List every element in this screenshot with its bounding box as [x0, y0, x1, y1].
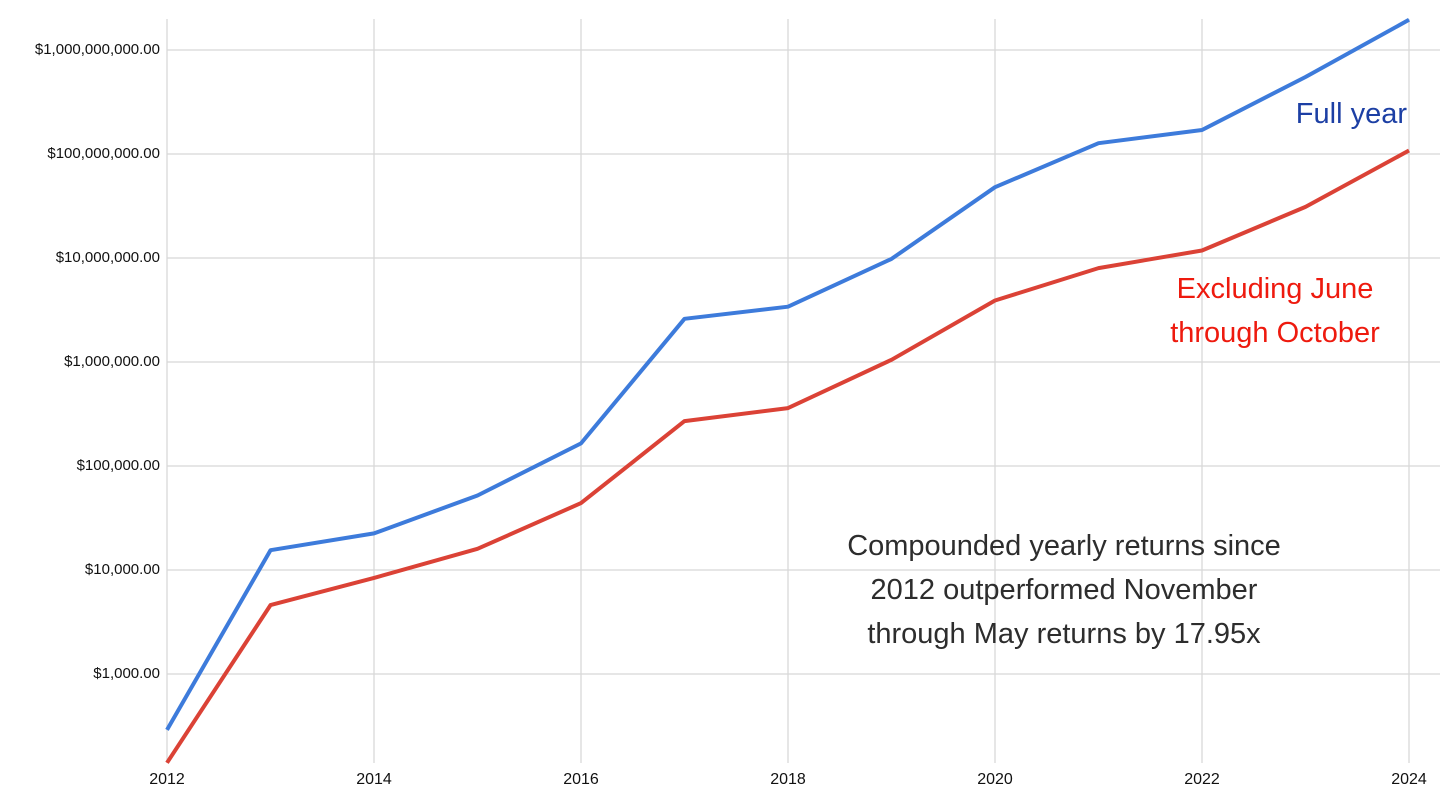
y-axis-tick-label: $1,000,000,000.00: [34, 41, 160, 58]
annotation-line-2: 2012 outperformed November: [870, 574, 1258, 606]
series-label-excluding-line-2: through October: [1170, 317, 1380, 349]
x-axis-tick-label: 2020: [977, 771, 1013, 788]
x-axis-tick-label: 2024: [1391, 771, 1427, 788]
y-axis-tick-label: $100,000.00: [76, 457, 160, 474]
y-axis-tick-label: $100,000,000.00: [47, 145, 160, 162]
y-axis-tick-label: $1,000.00: [93, 665, 160, 682]
series-label-excluding-line-1: Excluding June: [1176, 273, 1374, 305]
full-year-line: [165, 18, 1410, 731]
x-axis-tick-label: 2018: [770, 771, 806, 788]
annotation-line-3: through May returns by 17.95x: [867, 618, 1261, 650]
y-axis-tick-label: $10,000.00: [84, 561, 160, 578]
x-axis-tick-label: 2022: [1184, 771, 1220, 788]
series-label-excluding-june-through-october: Excluding June through October: [1124, 267, 1426, 355]
annotation-line-1: Compounded yearly returns since: [847, 530, 1281, 562]
excluding-june-through-october-line: [165, 148, 1410, 764]
y-axis-tick-label: $10,000,000.00: [55, 249, 160, 266]
y-axis-tick-label: $1,000,000.00: [64, 353, 160, 370]
x-axis-tick-label: 2014: [356, 771, 392, 788]
x-axis-tick-label: 2016: [563, 771, 599, 788]
annotation: Compounded yearly returns since 2012 out…: [764, 524, 1364, 656]
series-label-full-year: Full year: [1296, 92, 1407, 136]
x-axis-tick-label: 2012: [149, 771, 185, 788]
series-label-full-year-text: Full year: [1295, 98, 1407, 130]
